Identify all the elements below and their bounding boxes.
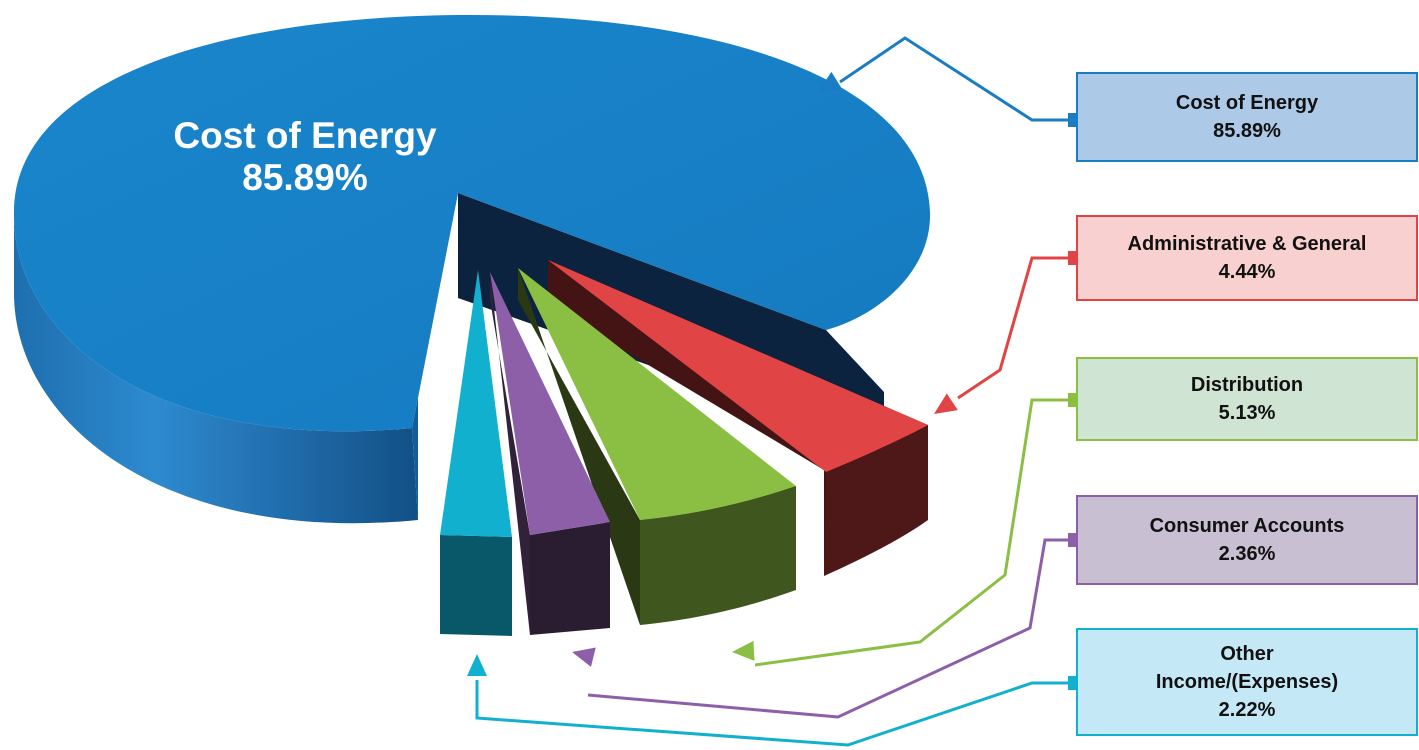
legend-box-distribution: Distribution 5.13% xyxy=(1076,357,1418,441)
legend-value: 4.44% xyxy=(1218,261,1276,283)
legend-label: Administrative & General xyxy=(1127,233,1367,255)
slice-label-value: 85.89% xyxy=(242,157,368,198)
legend-value: 2.22% xyxy=(1218,699,1276,721)
legend-label: Cost of Energy xyxy=(1175,92,1319,114)
slice-consumer-accounts-inner xyxy=(490,272,530,635)
legend-box-consumer-accounts: Consumer Accounts 2.36% xyxy=(1076,495,1418,585)
slice-administrative-general xyxy=(548,260,928,472)
legend-label: Distribution xyxy=(1190,374,1304,396)
legend-value: 5.13% xyxy=(1218,402,1276,424)
slice-other-income-expenses xyxy=(440,270,512,537)
slice-distribution-side xyxy=(640,486,796,625)
legend-box-administrative-general: Administrative & General 4.44% xyxy=(1076,215,1418,301)
slice-cost-of-energy xyxy=(13,15,931,432)
slice-administrative-general-side xyxy=(824,425,928,576)
slice-consumer-accounts-side xyxy=(530,522,610,635)
legend-value: 2.36% xyxy=(1218,543,1276,565)
leader-administrative-general xyxy=(934,251,1082,414)
legend-value: 85.89% xyxy=(1213,120,1281,142)
leader-other-income-expenses xyxy=(467,654,1082,747)
cost-of-energy-slice-label: Cost of Energy 85.89% xyxy=(110,115,500,199)
legend-box-other-income-expenses: Other Income/(Expenses) 2.22% xyxy=(1076,628,1418,736)
slice-label-name: Cost of Energy xyxy=(173,115,437,156)
slice-cost-of-energy-side xyxy=(13,212,418,524)
slice-consumer-accounts xyxy=(490,272,610,535)
slice-distribution xyxy=(518,268,796,520)
slice-other-income-expenses-side xyxy=(440,535,512,636)
legend-label-line-2: Income/(Expenses) xyxy=(1155,671,1339,693)
legend-box-cost-of-energy: Cost of Energy 85.89% xyxy=(1076,72,1418,162)
legend-label: Consumer Accounts xyxy=(1149,515,1345,537)
legend-label-line-1: Other xyxy=(1220,643,1274,665)
